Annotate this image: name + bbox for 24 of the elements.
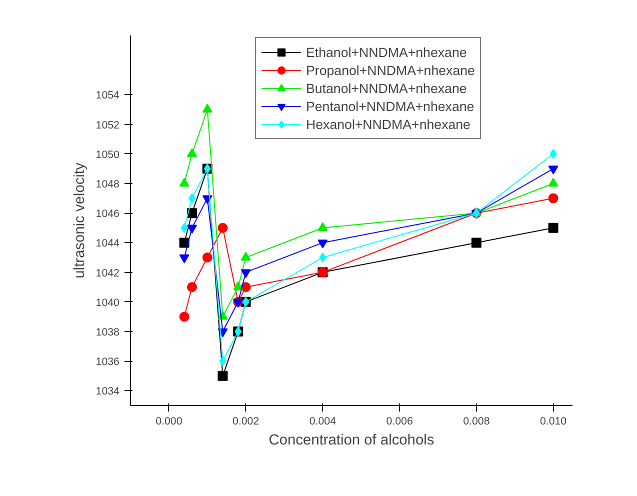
x-axis-title: Concentration of alcohols bbox=[268, 432, 434, 448]
y-tick-label: 1042 bbox=[96, 267, 120, 280]
legend-label: Propanol+NNDMA+nhexane bbox=[306, 62, 475, 79]
y-tick-label: 1054 bbox=[96, 90, 120, 102]
x-tick-label: 0.004 bbox=[309, 416, 336, 428]
legend-label: Pentanol+NNDMA+nhexane bbox=[306, 98, 474, 115]
y-tick-label: 1034 bbox=[96, 386, 120, 398]
y-tick-label: 1052 bbox=[96, 119, 120, 132]
y-tick-label: 1050 bbox=[96, 148, 120, 161]
legend-label: Butanol+NNDMA+nhexane bbox=[306, 80, 467, 97]
x-tick-label: 0.010 bbox=[540, 416, 567, 428]
y-tick-label: 1046 bbox=[96, 208, 120, 220]
x-tick-label: 0.006 bbox=[386, 416, 413, 428]
y-tick-label: 1040 bbox=[96, 296, 120, 309]
x-tick-label: 0.000 bbox=[156, 416, 182, 428]
legend-label: Hexanol+NNDMA+nhexane bbox=[306, 116, 470, 133]
y-tick-label: 1048 bbox=[96, 178, 120, 190]
y-tick-label: 1036 bbox=[96, 356, 120, 368]
legend-label: Ethanol+NNDMA+nhexane bbox=[306, 44, 467, 61]
x-tick-label: 0.002 bbox=[232, 416, 260, 428]
y-axis-title: ultrasonic velocity bbox=[72, 162, 88, 278]
x-tick-label: 0.008 bbox=[463, 416, 490, 428]
y-tick-label: 1044 bbox=[96, 238, 120, 250]
y-tick-label: 1038 bbox=[96, 326, 120, 338]
